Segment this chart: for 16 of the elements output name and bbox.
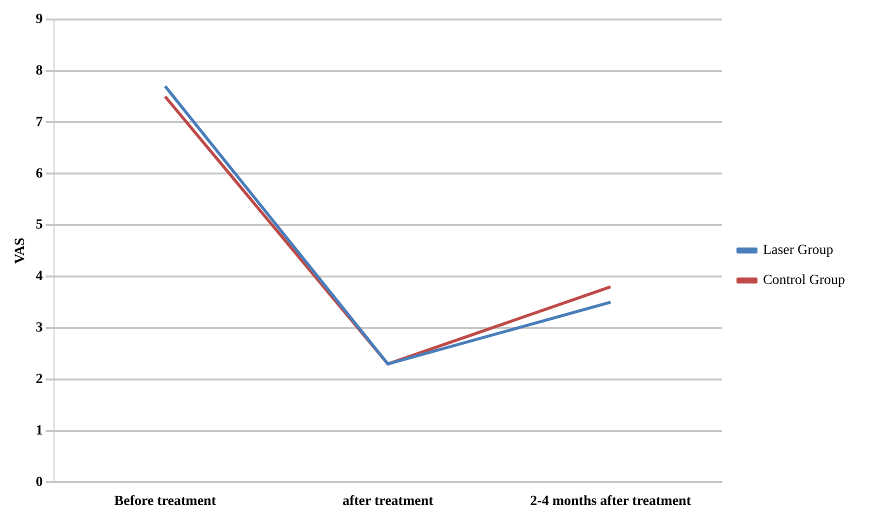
y-tick-label: 8 [36, 63, 43, 78]
y-tick-label: 3 [36, 320, 43, 336]
y-tick-label: 9 [36, 12, 43, 28]
y-tick-label: 1 [36, 423, 43, 438]
legend-label: Laser Group [762, 243, 834, 258]
y-tick-label: 5 [36, 218, 43, 233]
y-tick-label: 4 [36, 269, 43, 284]
y-axis-title: VAS [13, 237, 28, 264]
y-tick-label: 7 [36, 114, 43, 130]
y-tick-label: 0 [36, 474, 43, 490]
x-tick-label: Before treatment [114, 494, 216, 510]
x-tick-label: 2-4 months after treatment [530, 494, 692, 510]
legend-label: Control Group [762, 273, 846, 288]
y-tick-label: 6 [36, 166, 43, 182]
y-tick-label: 2 [36, 372, 43, 387]
x-tick-label: after treatment [342, 494, 434, 510]
